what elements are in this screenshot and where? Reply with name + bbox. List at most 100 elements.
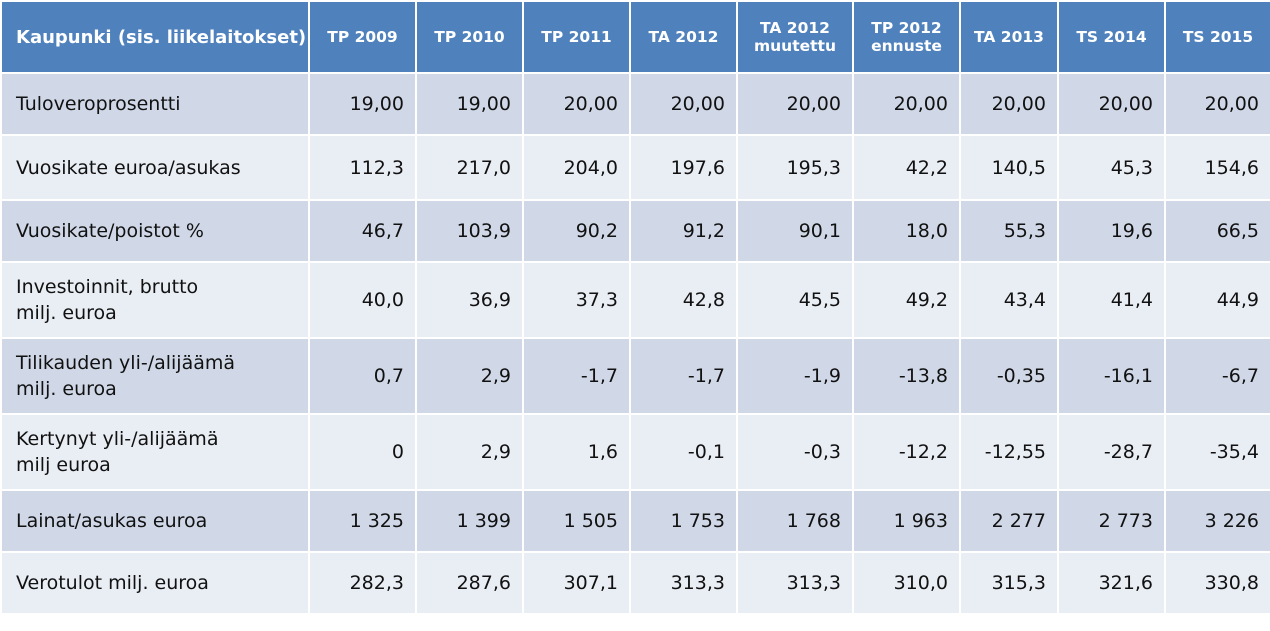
header-tp-2011: TP 2011 <box>522 0 631 74</box>
table-cell: 18,0 <box>852 199 961 263</box>
table-cell: 44,9 <box>1164 261 1270 339</box>
table-cell: 1,6 <box>522 413 631 491</box>
table-cell: -12,55 <box>959 413 1059 491</box>
row-label: Vuosikate/poistot % <box>0 199 310 263</box>
table-cell: -16,1 <box>1057 337 1166 415</box>
table-cell: 1 963 <box>852 489 961 553</box>
table-cell: 197,6 <box>629 134 738 201</box>
table-cell: 1 399 <box>415 489 524 553</box>
header-ta-2012: TA 2012 <box>629 0 738 74</box>
table-cell: -6,7 <box>1164 337 1270 415</box>
table-row-investoinnit: Investoinnit, brutto milj. euroa 40,0 36… <box>0 261 1270 339</box>
table-cell: 41,4 <box>1057 261 1166 339</box>
header-ta-2013: TA 2013 <box>959 0 1059 74</box>
table-cell: 42,2 <box>852 134 961 201</box>
table-cell: 20,00 <box>852 72 961 136</box>
row-label: Vuosikate euroa/asukas <box>0 134 310 201</box>
table-cell: 330,8 <box>1164 551 1270 615</box>
row-label: Lainat/asukas euroa <box>0 489 310 553</box>
table-cell: 140,5 <box>959 134 1059 201</box>
table-cell: 19,00 <box>308 72 417 136</box>
row-label: Tilikauden yli-/alijäämä milj. euroa <box>0 337 310 415</box>
header-tp-2010: TP 2010 <box>415 0 524 74</box>
table-cell: 90,2 <box>522 199 631 263</box>
row-label: Verotulot milj. euroa <box>0 551 310 615</box>
table-cell: 20,00 <box>629 72 738 136</box>
header-ts-2015: TS 2015 <box>1164 0 1270 74</box>
table-cell: 3 226 <box>1164 489 1270 553</box>
table-cell: 36,9 <box>415 261 524 339</box>
table-cell: 42,8 <box>629 261 738 339</box>
table-cell: 19,6 <box>1057 199 1166 263</box>
table-cell: -28,7 <box>1057 413 1166 491</box>
table-cell: 154,6 <box>1164 134 1270 201</box>
table-cell: -0,1 <box>629 413 738 491</box>
table-cell: 282,3 <box>308 551 417 615</box>
header-ta-2012-muutettu: TA 2012 muutettu <box>736 0 854 74</box>
table-row-tuloveroprosentti: Tuloveroprosentti 19,00 19,00 20,00 20,0… <box>0 72 1270 136</box>
table-row-vuosikate-euroa-asukas: Vuosikate euroa/asukas 112,3 217,0 204,0… <box>0 134 1270 201</box>
table-cell: 2,9 <box>415 413 524 491</box>
table-cell: 321,6 <box>1057 551 1166 615</box>
financial-table: Kaupunki (sis. liikelaitokset) TP 2009 T… <box>0 0 1270 615</box>
table-cell: 20,00 <box>736 72 854 136</box>
table-cell: 37,3 <box>522 261 631 339</box>
header-tp-2009: TP 2009 <box>308 0 417 74</box>
table-cell: -13,8 <box>852 337 961 415</box>
table-cell: 307,1 <box>522 551 631 615</box>
table-cell: -12,2 <box>852 413 961 491</box>
table-cell: 1 325 <box>308 489 417 553</box>
table-cell: 112,3 <box>308 134 417 201</box>
table-cell: 55,3 <box>959 199 1059 263</box>
table-cell: 287,6 <box>415 551 524 615</box>
table-cell: 19,00 <box>415 72 524 136</box>
header-ts-2014: TS 2014 <box>1057 0 1166 74</box>
table-cell: 195,3 <box>736 134 854 201</box>
table-cell: 2 277 <box>959 489 1059 553</box>
table-cell: -0,3 <box>736 413 854 491</box>
table-cell: -1,9 <box>736 337 854 415</box>
table-row-lainat-asukas: Lainat/asukas euroa 1 325 1 399 1 505 1 … <box>0 489 1270 553</box>
table-cell: 0,7 <box>308 337 417 415</box>
table-cell: 217,0 <box>415 134 524 201</box>
table-cell: 20,00 <box>1164 72 1270 136</box>
table-cell: -35,4 <box>1164 413 1270 491</box>
table-cell: 20,00 <box>1057 72 1166 136</box>
table-cell: 43,4 <box>959 261 1059 339</box>
table-cell: 20,00 <box>522 72 631 136</box>
table-cell: 2 773 <box>1057 489 1166 553</box>
table-cell: 45,3 <box>1057 134 1166 201</box>
row-label: Tuloveroprosentti <box>0 72 310 136</box>
table-cell: 45,5 <box>736 261 854 339</box>
table-row-kertynyt-yli-alijaama: Kertynyt yli-/alijäämä milj euroa 0 2,9 … <box>0 413 1270 491</box>
table-row-vuosikate-poistot: Vuosikate/poistot % 46,7 103,9 90,2 91,2… <box>0 199 1270 263</box>
row-label: Investoinnit, brutto milj. euroa <box>0 261 310 339</box>
table-cell: 90,1 <box>736 199 854 263</box>
table-cell: 1 753 <box>629 489 738 553</box>
table-cell: 40,0 <box>308 261 417 339</box>
header-kaupunki: Kaupunki (sis. liikelaitokset) <box>0 0 310 74</box>
header-row: Kaupunki (sis. liikelaitokset) TP 2009 T… <box>0 0 1270 74</box>
table-cell: 103,9 <box>415 199 524 263</box>
table-cell: -1,7 <box>629 337 738 415</box>
table-cell: 313,3 <box>629 551 738 615</box>
table-cell: 204,0 <box>522 134 631 201</box>
table-cell: 2,9 <box>415 337 524 415</box>
table-cell: 49,2 <box>852 261 961 339</box>
table-cell: -0,35 <box>959 337 1059 415</box>
table-cell: 20,00 <box>959 72 1059 136</box>
table-cell: 1 505 <box>522 489 631 553</box>
table-row-tilikauden-yli-alijaama: Tilikauden yli-/alijäämä milj. euroa 0,7… <box>0 337 1270 415</box>
table-cell: 46,7 <box>308 199 417 263</box>
table-cell: 313,3 <box>736 551 854 615</box>
table-cell: 310,0 <box>852 551 961 615</box>
table-cell: 66,5 <box>1164 199 1270 263</box>
table-row-verotulot: Verotulot milj. euroa 282,3 287,6 307,1 … <box>0 551 1270 615</box>
header-tp-2012-ennuste: TP 2012 ennuste <box>852 0 961 74</box>
table-cell: 315,3 <box>959 551 1059 615</box>
table-cell: 1 768 <box>736 489 854 553</box>
row-label: Kertynyt yli-/alijäämä milj euroa <box>0 413 310 491</box>
table-cell: 91,2 <box>629 199 738 263</box>
table-cell: 0 <box>308 413 417 491</box>
table-cell: -1,7 <box>522 337 631 415</box>
